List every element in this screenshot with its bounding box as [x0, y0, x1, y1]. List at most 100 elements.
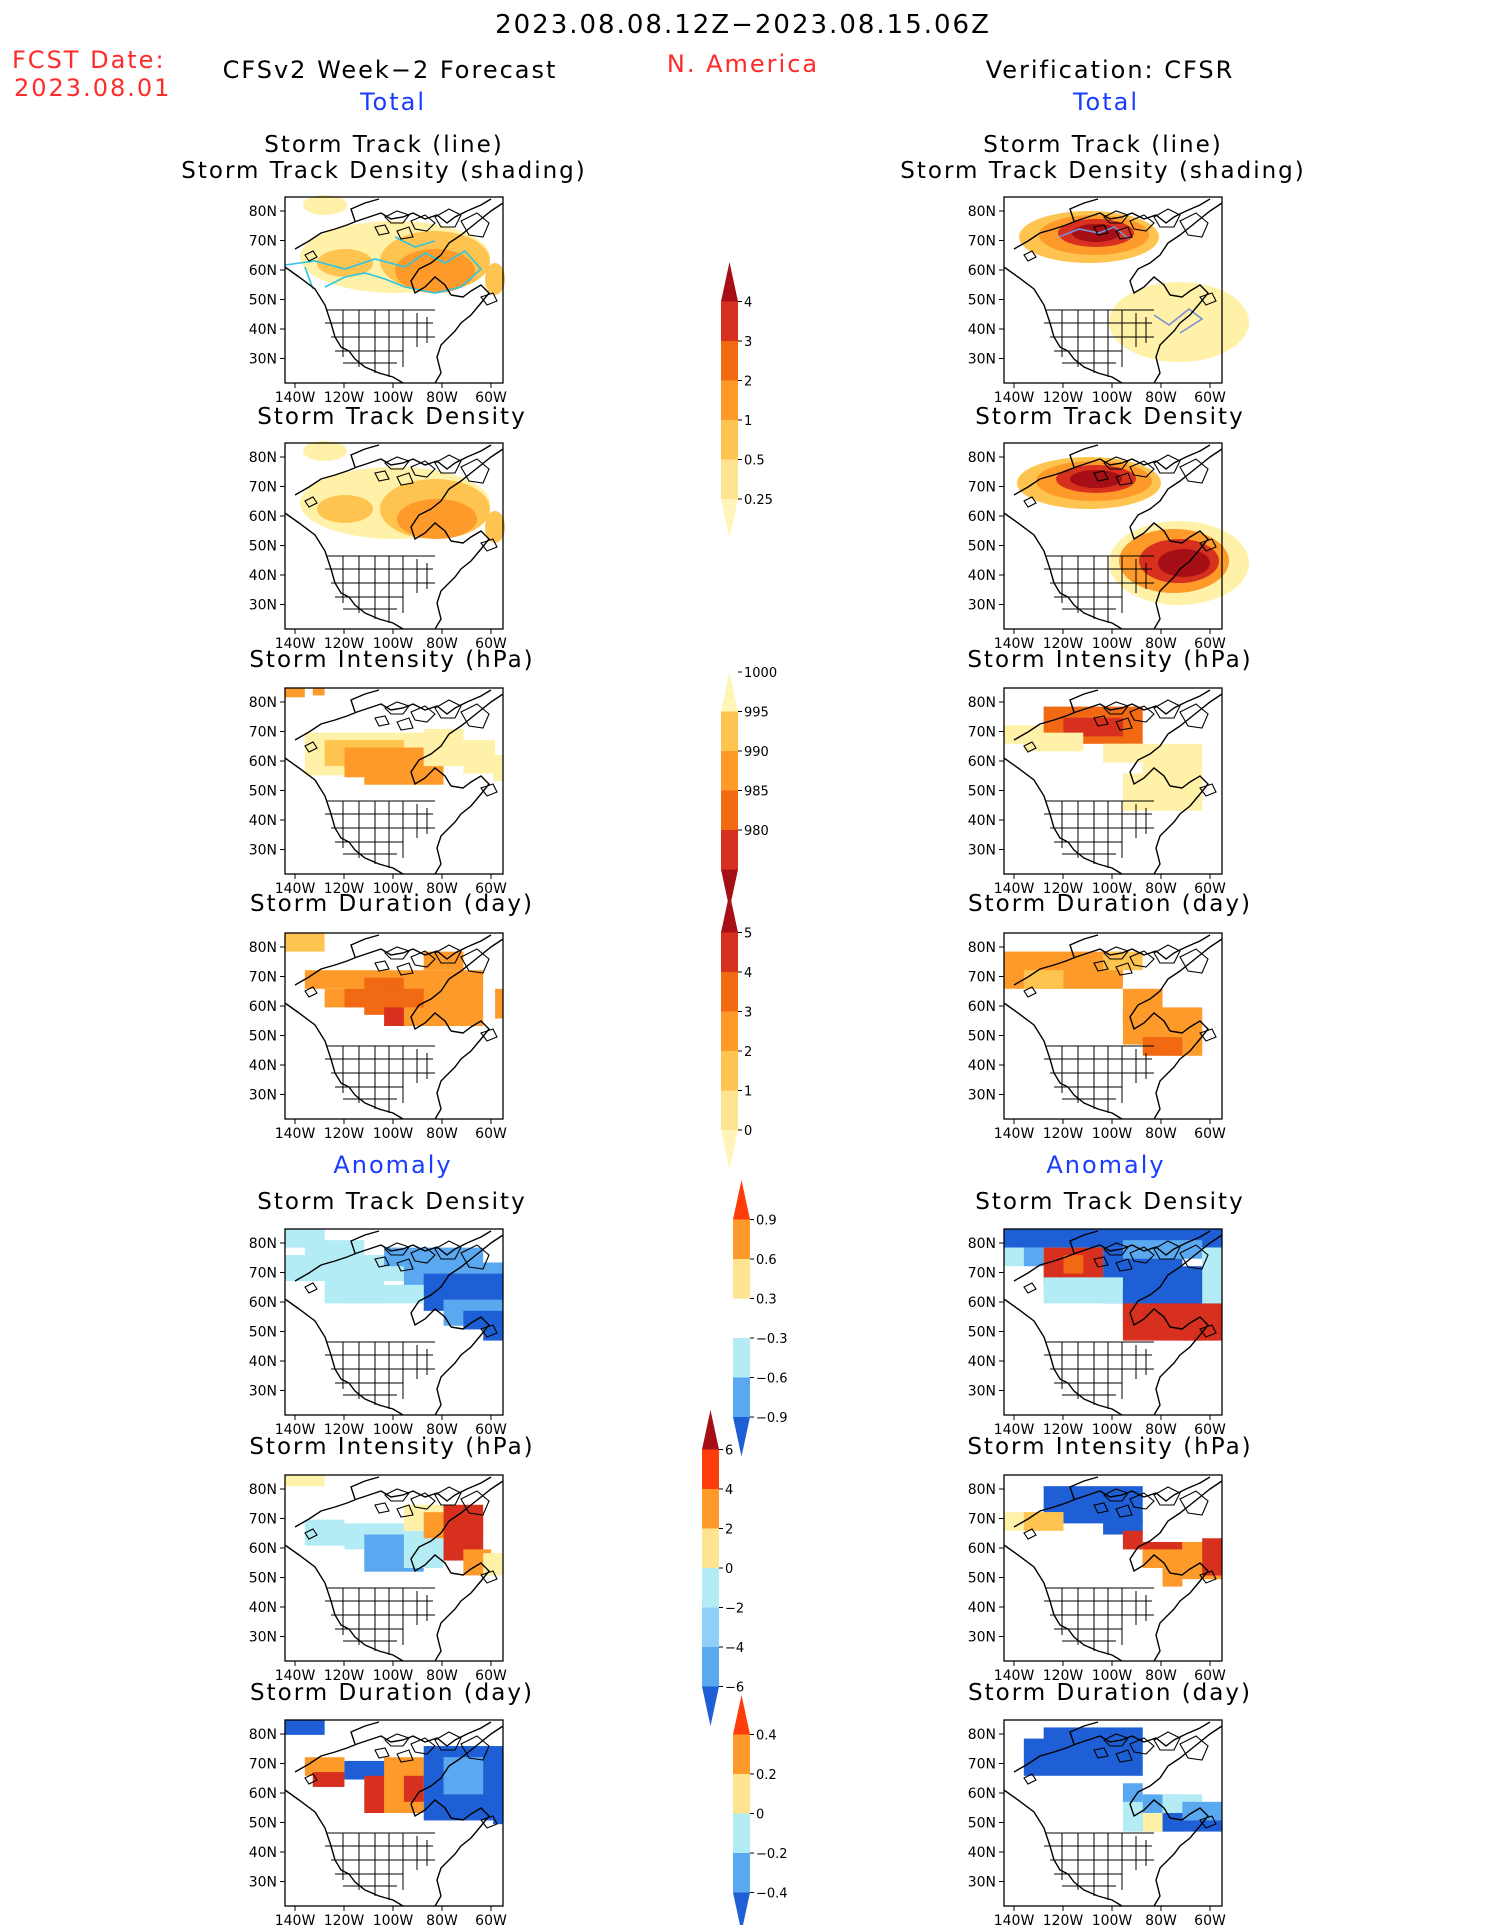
island-outline [396, 226, 414, 240]
density-blob [485, 511, 505, 543]
lat-label: 50N [249, 539, 277, 555]
lat-label: 80N [968, 1236, 996, 1252]
shade-cell [1122, 1240, 1203, 1259]
region-label: N. America [666, 50, 820, 78]
density-blob [397, 499, 477, 539]
density-blob [485, 263, 505, 295]
lon-label: 60W [1194, 881, 1226, 897]
colorbar-label: 2 [744, 1045, 752, 1060]
lat-label: 40N [968, 1600, 996, 1616]
lon-label: 140W [994, 1422, 1035, 1438]
island-outline [1115, 1504, 1133, 1518]
shade-cell [285, 688, 305, 698]
lon-label: 80W [426, 1126, 458, 1142]
island-outline [1103, 210, 1129, 224]
lat-label: 30N [968, 352, 996, 368]
colorbar-label: 2 [744, 375, 752, 390]
panel-title-obs-anom-duration: Storm Duration (day) [968, 1680, 1252, 1706]
lon-label: 120W [324, 1422, 365, 1438]
state-borders [1044, 800, 1154, 868]
lon-label: 80W [426, 1422, 458, 1438]
shade-cell [493, 754, 503, 781]
lon-label: 140W [275, 1422, 316, 1438]
colorbar-label: 0 [756, 1808, 764, 1823]
island-outline [304, 1528, 318, 1540]
panel-title-fcst-density: Storm Track Density [257, 404, 527, 430]
colorbar-label: 0.9 [756, 1214, 777, 1229]
colorbar-segment [702, 1449, 719, 1489]
lon-label: 120W [324, 636, 365, 652]
lon-label: 140W [275, 881, 316, 897]
panel-frame [1003, 196, 1223, 384]
lat-label: 40N [968, 1845, 996, 1861]
lon-label: 140W [994, 636, 1035, 652]
colorbar-label: −4 [725, 1641, 744, 1656]
lat-label: 70N [968, 234, 996, 250]
lon-label: 100W [373, 390, 414, 406]
lat-label: 40N [249, 1600, 277, 1616]
island-outline [410, 214, 436, 232]
island-outline [374, 470, 390, 482]
lat-label: 60N [249, 1786, 277, 1802]
colorbar-segment [702, 1647, 719, 1687]
lon-label: 60W [475, 636, 507, 652]
lon-label: 140W [275, 1913, 316, 1925]
island-outline [1199, 1324, 1217, 1338]
lat-label: 60N [249, 754, 277, 770]
island-outline [374, 1256, 390, 1268]
lon-label: 80W [426, 1913, 458, 1925]
map-panel-obs-track: 80N 70N 60N 50N 40N 30N 140W 120W 100W 80W 60W [968, 196, 1249, 406]
lat-label: 80N [968, 695, 996, 711]
colorbar-label: 0 [725, 1562, 733, 1577]
density-blob [1109, 282, 1249, 362]
colorbar-label: 0.4 [756, 1729, 777, 1744]
left-total-label: Total [359, 88, 427, 116]
lat-label: 70N [968, 1757, 996, 1773]
lat-label: 60N [249, 999, 277, 1015]
colorbar-segment [733, 1338, 750, 1378]
island-outline [1179, 703, 1209, 729]
map-panel-obs-anom-density: 80N 70N 60N 50N 40N 30N 140W 120W 100W 80W 60W [968, 1228, 1226, 1438]
lon-label: 100W [373, 1668, 414, 1684]
island-outline [1129, 1492, 1155, 1510]
colorbar-anom-duration: 0.4 0.2 0 −0.2 −0.4 [733, 1695, 788, 1925]
colorbar-label: 0.5 [744, 454, 765, 469]
panel-frame [1003, 932, 1223, 1120]
lat-label: 30N [968, 1384, 996, 1400]
storm-track-line [284, 236, 483, 294]
island-outline [410, 705, 436, 723]
lon-label: 120W [324, 1126, 365, 1142]
lon-label: 60W [475, 1668, 507, 1684]
lat-label: 60N [968, 1786, 996, 1802]
shade-cell [1162, 1568, 1183, 1587]
lon-label: 120W [1043, 1668, 1084, 1684]
island-outline [1179, 212, 1209, 238]
state-borders [325, 1341, 435, 1409]
colorbar-top-arrow [733, 1695, 750, 1735]
lat-label: 70N [249, 1512, 277, 1528]
lon-label: 100W [1092, 1126, 1133, 1142]
lat-label: 70N [968, 480, 996, 496]
colorbar-label: 0.3 [756, 1293, 777, 1308]
lon-label: 120W [1043, 1913, 1084, 1925]
island-outline [434, 1731, 462, 1751]
island-outline [1129, 950, 1155, 968]
panel-title-obs-anom-density: Storm Track Density [975, 1189, 1245, 1215]
colorbar-segment [721, 459, 738, 499]
shade-cell [304, 1757, 345, 1776]
shade-cell [1122, 1530, 1143, 1550]
island-outline [1199, 1815, 1217, 1829]
colorbar-segment [733, 1853, 750, 1893]
island-outline [410, 950, 436, 968]
map-panel-fcst-duration: 80N 70N 60N 50N 40N 30N 140W 120W 100W 80W 60W [249, 932, 507, 1142]
lon-label: 120W [324, 1668, 365, 1684]
lat-label: 40N [249, 1845, 277, 1861]
colorbar-segment [733, 1813, 750, 1853]
panel-title-fcst-anom-duration: Storm Duration (day) [250, 1680, 534, 1706]
coastline [284, 1476, 504, 1662]
lat-label: 30N [968, 1088, 996, 1104]
shade-cell [443, 1757, 484, 1795]
lat-label: 70N [968, 1266, 996, 1282]
shade-cell [1023, 970, 1064, 989]
lon-label: 60W [475, 881, 507, 897]
